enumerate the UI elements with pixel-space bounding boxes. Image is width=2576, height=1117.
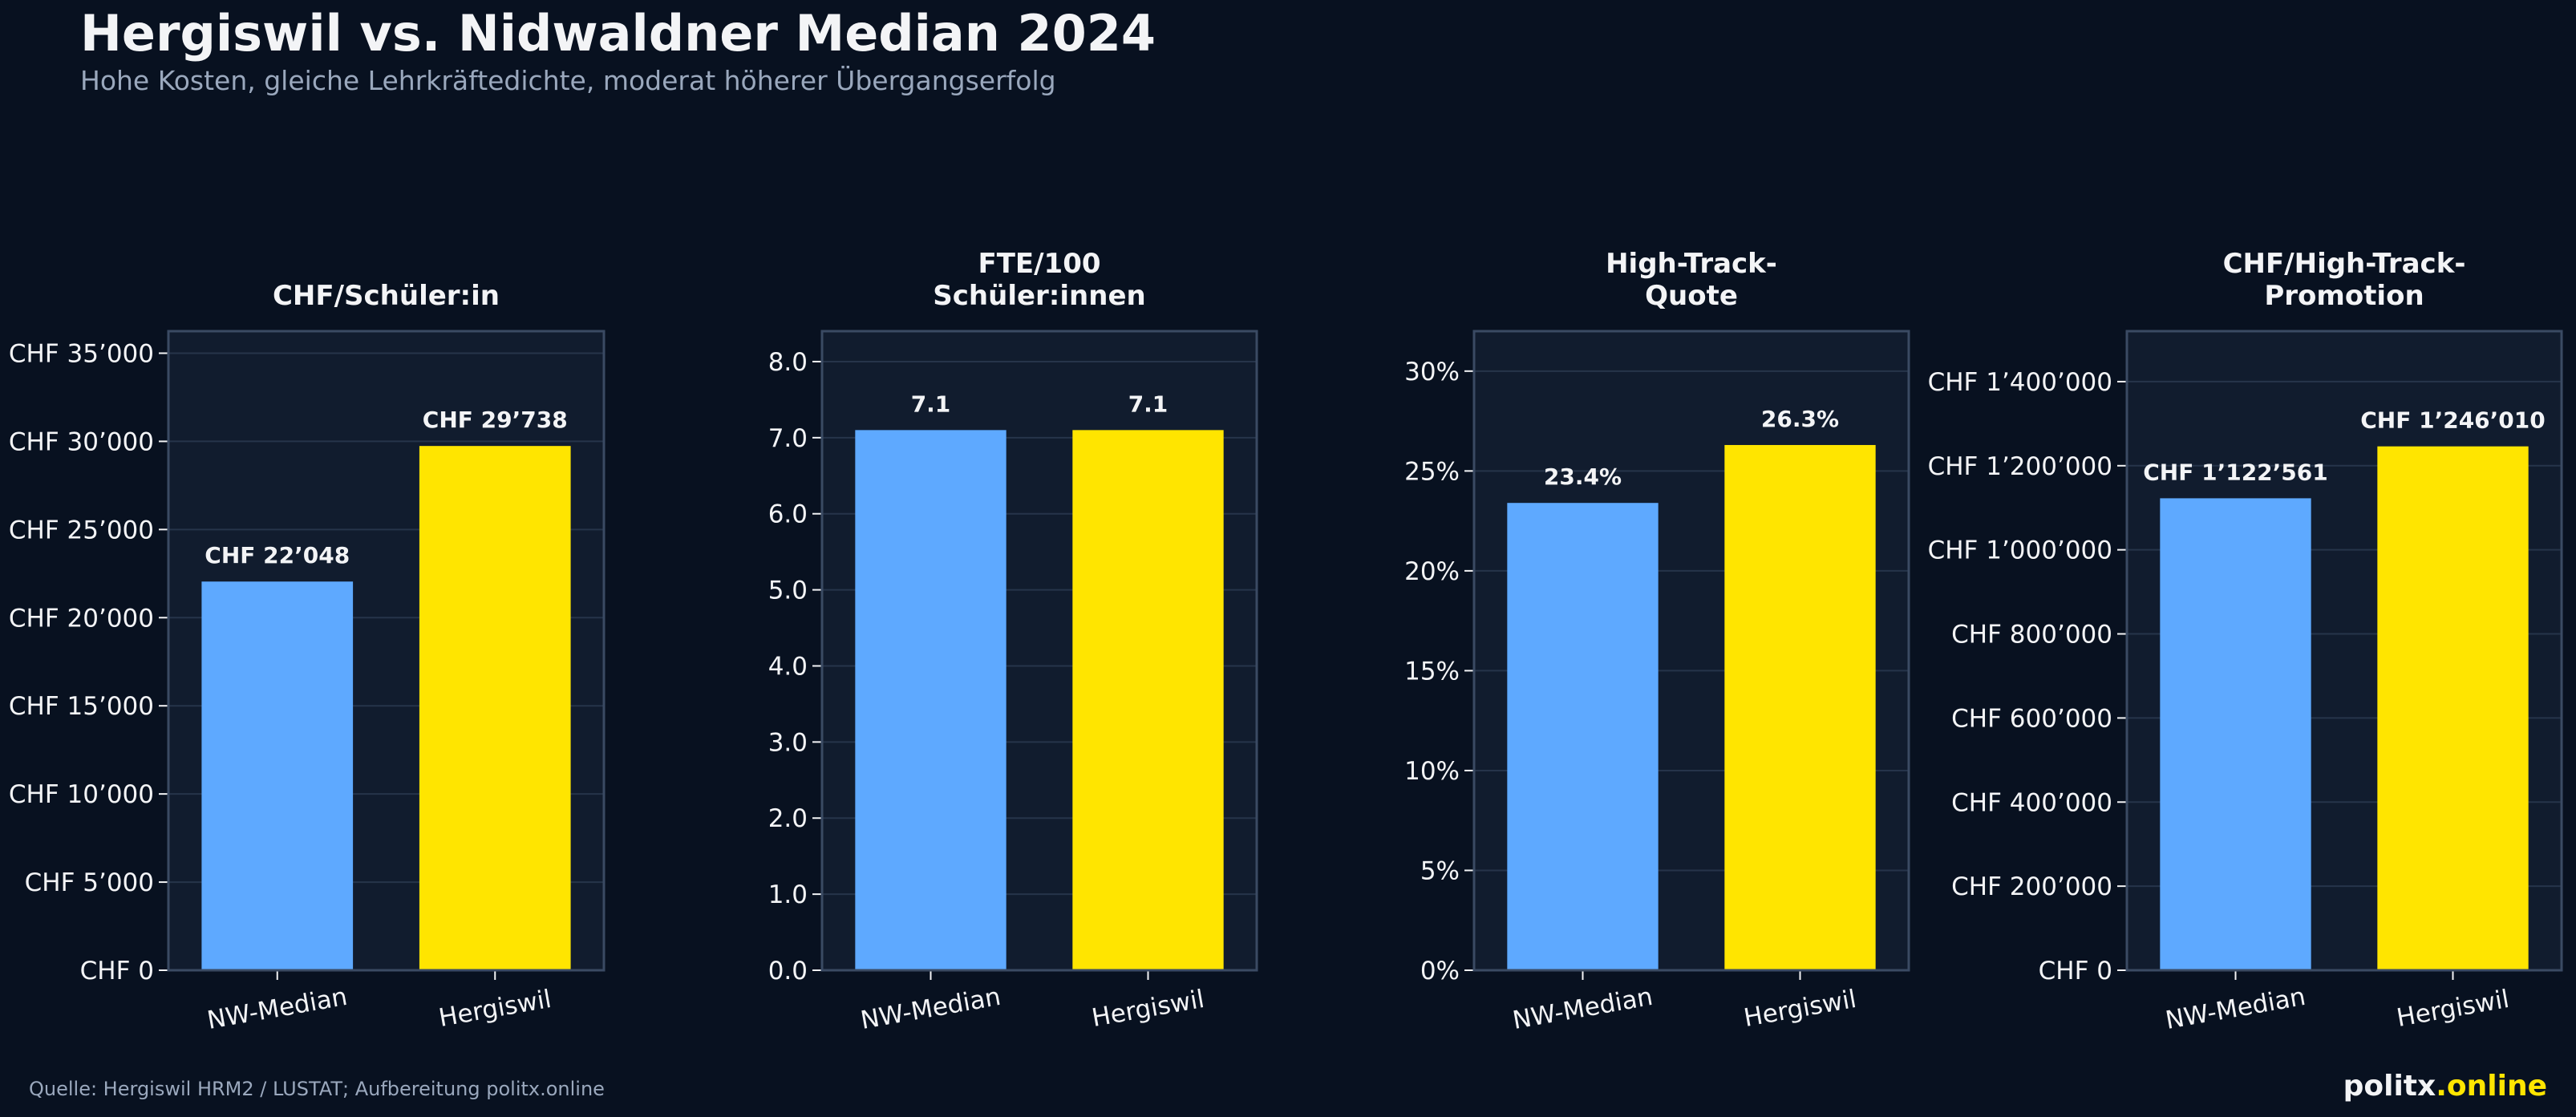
y-tick-label: CHF 20’000: [9, 604, 154, 633]
brand-logo: politx.online: [2343, 1070, 2547, 1103]
y-tick-label: 4.0: [768, 652, 808, 681]
x-tick-label: Hergiswil: [2395, 985, 2512, 1033]
y-tick-label: 25%: [1404, 457, 1460, 486]
y-tick-label: CHF 200’000: [1951, 872, 2112, 901]
chart-3: 0% 5% 10% 15% 20% 25% 30% 23.4% NW-Median 26.3% He…: [1404, 248, 1910, 1035]
y-tick-label: 10%: [1404, 757, 1460, 786]
y-tick-label: CHF 600’000: [1951, 704, 2112, 733]
chart-title: CHF/High-Track-: [2223, 248, 2466, 280]
y-tick-label: CHF 15’000: [9, 692, 154, 721]
brand-accent: .online: [2436, 1070, 2547, 1103]
bar: [1507, 503, 1659, 970]
y-tick-label: CHF 0: [80, 957, 154, 985]
y-tick-label: CHF 25’000: [9, 516, 154, 544]
y-tick-label: CHF 400’000: [1951, 788, 2112, 817]
x-tick-label: Hergiswil: [436, 985, 553, 1033]
plot-border: [820, 330, 1258, 972]
bar: [855, 430, 1007, 970]
y-tick-label: CHF 800’000: [1951, 621, 2112, 650]
y-tick-label: CHF 35’000: [9, 339, 154, 368]
bar: [201, 581, 354, 970]
bar: [2160, 498, 2311, 970]
y-tick-label: 0.0: [768, 957, 808, 985]
y-tick-label: 1.0: [768, 880, 808, 909]
y-tick-label: CHF 0: [2039, 957, 2112, 985]
x-tick-label: NW-Median: [205, 982, 350, 1035]
bar: [1072, 430, 1224, 970]
bar: [2377, 446, 2529, 970]
x-tick-label: NW-Median: [1510, 982, 1655, 1035]
chart-4: CHF 0 CHF 200’000 CHF 400’000 CHF 600’000 CH…: [1928, 248, 2563, 1035]
y-tick-label: 5%: [1420, 856, 1460, 885]
chart-2: 0.0 1.0 2.0 3.0 4.0 5.0 6.0 7.0 8.0 7.1 NW-Median 7…: [768, 248, 1258, 1035]
plot-border: [167, 330, 606, 972]
y-tick-label: 0%: [1420, 957, 1460, 985]
y-tick-label: 5.0: [768, 577, 808, 605]
page-title: Hergiswil vs. Nidwaldner Median 2024: [80, 4, 1156, 63]
x-tick-label: NW-Median: [858, 982, 1002, 1035]
y-tick-label: 8.0: [768, 348, 808, 377]
chart-title: Quote: [1645, 280, 1738, 312]
x-tick-label: Hergiswil: [1090, 985, 1207, 1033]
chart-title: CHF/Schüler:in: [273, 280, 500, 312]
y-tick-label: 7.0: [768, 424, 808, 453]
plot-border: [2125, 330, 2563, 972]
brand-main: politx: [2343, 1070, 2436, 1103]
data-label: CHF 1’122’561: [2143, 459, 2328, 485]
data-label: 23.4%: [1544, 463, 1622, 490]
data-label: CHF 29’738: [423, 407, 568, 433]
y-tick-label: CHF 1’400’000: [1928, 368, 2112, 397]
y-tick-label: CHF 10’000: [9, 780, 154, 809]
bar: [419, 446, 571, 970]
data-label: CHF 1’246’010: [2360, 407, 2546, 434]
y-tick-label: CHF 1’200’000: [1928, 452, 2112, 481]
chart-1: CHF 0 CHF 5’000 CHF 10’000 CHF 15’000 CHF 20…: [9, 280, 606, 1035]
y-tick-label: 15%: [1404, 657, 1460, 686]
x-tick-label: NW-Median: [2163, 982, 2307, 1035]
y-tick-label: 6.0: [768, 500, 808, 529]
source-note: Quelle: Hergiswil HRM2 / LUSTAT; Aufbere…: [29, 1078, 605, 1100]
y-tick-label: 30%: [1404, 358, 1460, 386]
y-tick-label: 20%: [1404, 557, 1460, 586]
data-label: 7.1: [911, 391, 951, 417]
y-tick-label: 2.0: [768, 804, 808, 833]
data-label: 26.3%: [1761, 406, 1839, 432]
y-tick-label: CHF 1’000’000: [1928, 536, 2112, 565]
data-label: CHF 22’048: [205, 542, 350, 569]
x-tick-label: Hergiswil: [1742, 985, 1859, 1033]
plot-border: [1472, 330, 1910, 972]
data-label: 7.1: [1128, 391, 1169, 417]
chart-title: Promotion: [2264, 280, 2424, 312]
y-tick-label: CHF 30’000: [9, 427, 154, 456]
chart-title: FTE/100: [978, 248, 1100, 280]
chart-title: High-Track-: [1606, 248, 1777, 280]
y-tick-label: CHF 5’000: [25, 868, 154, 897]
chart-title: Schüler:innen: [933, 280, 1145, 312]
y-tick-label: 3.0: [768, 728, 808, 757]
page-subtitle: Hohe Kosten, gleiche Lehrkräftedichte, m…: [80, 65, 1056, 96]
bar: [1724, 444, 1876, 970]
